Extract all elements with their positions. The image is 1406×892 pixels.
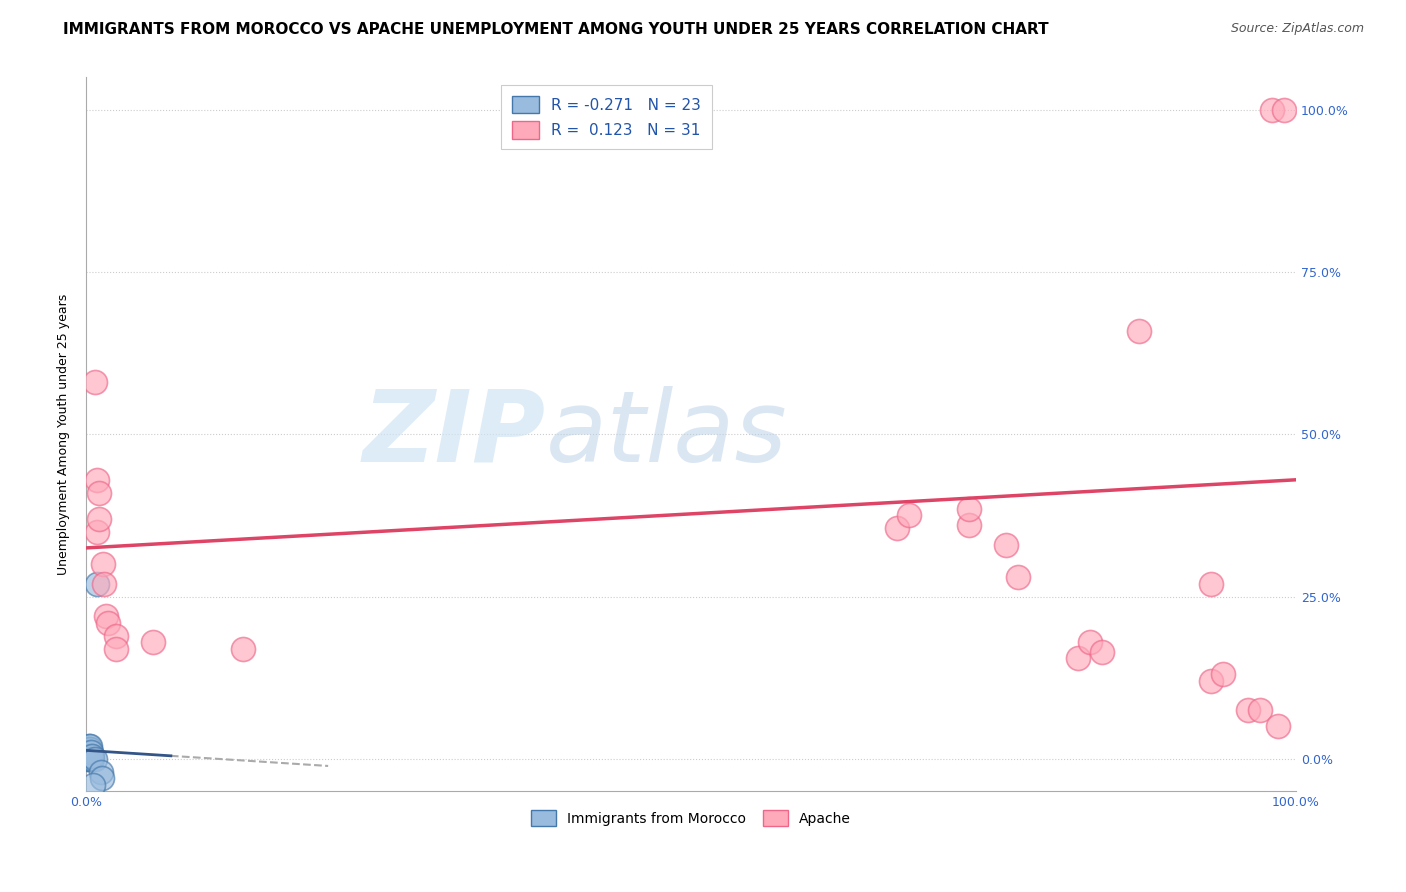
- Text: atlas: atlas: [546, 386, 787, 483]
- Point: [77, 752, 100, 766]
- Point: [80, 748, 103, 763]
- Point: [1007, 570, 1029, 584]
- Point: [1249, 703, 1271, 717]
- Point: [82, 752, 104, 766]
- Point: [90, 764, 112, 779]
- Point: [232, 641, 254, 656]
- Point: [77, 745, 100, 759]
- Point: [77, 748, 100, 763]
- Text: IMMIGRANTS FROM MOROCCO VS APACHE UNEMPLOYMENT AMONG YOUTH UNDER 25 YEARS CORREL: IMMIGRANTS FROM MOROCCO VS APACHE UNEMPL…: [63, 22, 1049, 37]
- Point: [1261, 103, 1284, 117]
- Point: [1128, 324, 1150, 338]
- Point: [1080, 635, 1102, 649]
- Point: [83, 376, 105, 390]
- Point: [77, 742, 100, 756]
- Point: [76, 745, 98, 759]
- Point: [82, 778, 104, 792]
- Point: [79, 752, 101, 766]
- Point: [89, 512, 111, 526]
- Point: [93, 576, 115, 591]
- Point: [897, 508, 920, 523]
- Text: Source: ZipAtlas.com: Source: ZipAtlas.com: [1230, 22, 1364, 36]
- Point: [91, 557, 114, 571]
- Point: [94, 609, 117, 624]
- Point: [105, 641, 128, 656]
- Point: [1272, 103, 1295, 117]
- Point: [1091, 645, 1114, 659]
- Point: [957, 518, 980, 533]
- Point: [97, 615, 120, 630]
- Y-axis label: Unemployment Among Youth under 25 years: Unemployment Among Youth under 25 years: [58, 293, 70, 575]
- Point: [77, 739, 100, 753]
- Point: [79, 742, 101, 756]
- Point: [1067, 651, 1090, 665]
- Point: [142, 635, 165, 649]
- Point: [89, 485, 111, 500]
- Point: [1236, 703, 1258, 717]
- Point: [86, 524, 108, 539]
- Point: [83, 752, 105, 766]
- Point: [79, 745, 101, 759]
- Point: [76, 752, 98, 766]
- Point: [1201, 576, 1223, 591]
- Point: [957, 502, 980, 516]
- Point: [86, 473, 108, 487]
- Legend: Immigrants from Morocco, Apache: Immigrants from Morocco, Apache: [523, 802, 859, 834]
- Text: ZIP: ZIP: [363, 386, 546, 483]
- Point: [80, 745, 103, 759]
- Point: [80, 752, 103, 766]
- Point: [82, 748, 104, 763]
- Point: [86, 576, 108, 591]
- Point: [79, 739, 101, 753]
- Point: [1201, 673, 1223, 688]
- Point: [994, 538, 1017, 552]
- Point: [79, 748, 101, 763]
- Point: [886, 521, 908, 535]
- Point: [105, 628, 128, 642]
- Point: [76, 742, 98, 756]
- Point: [1267, 719, 1289, 733]
- Point: [90, 772, 112, 786]
- Point: [1212, 667, 1234, 681]
